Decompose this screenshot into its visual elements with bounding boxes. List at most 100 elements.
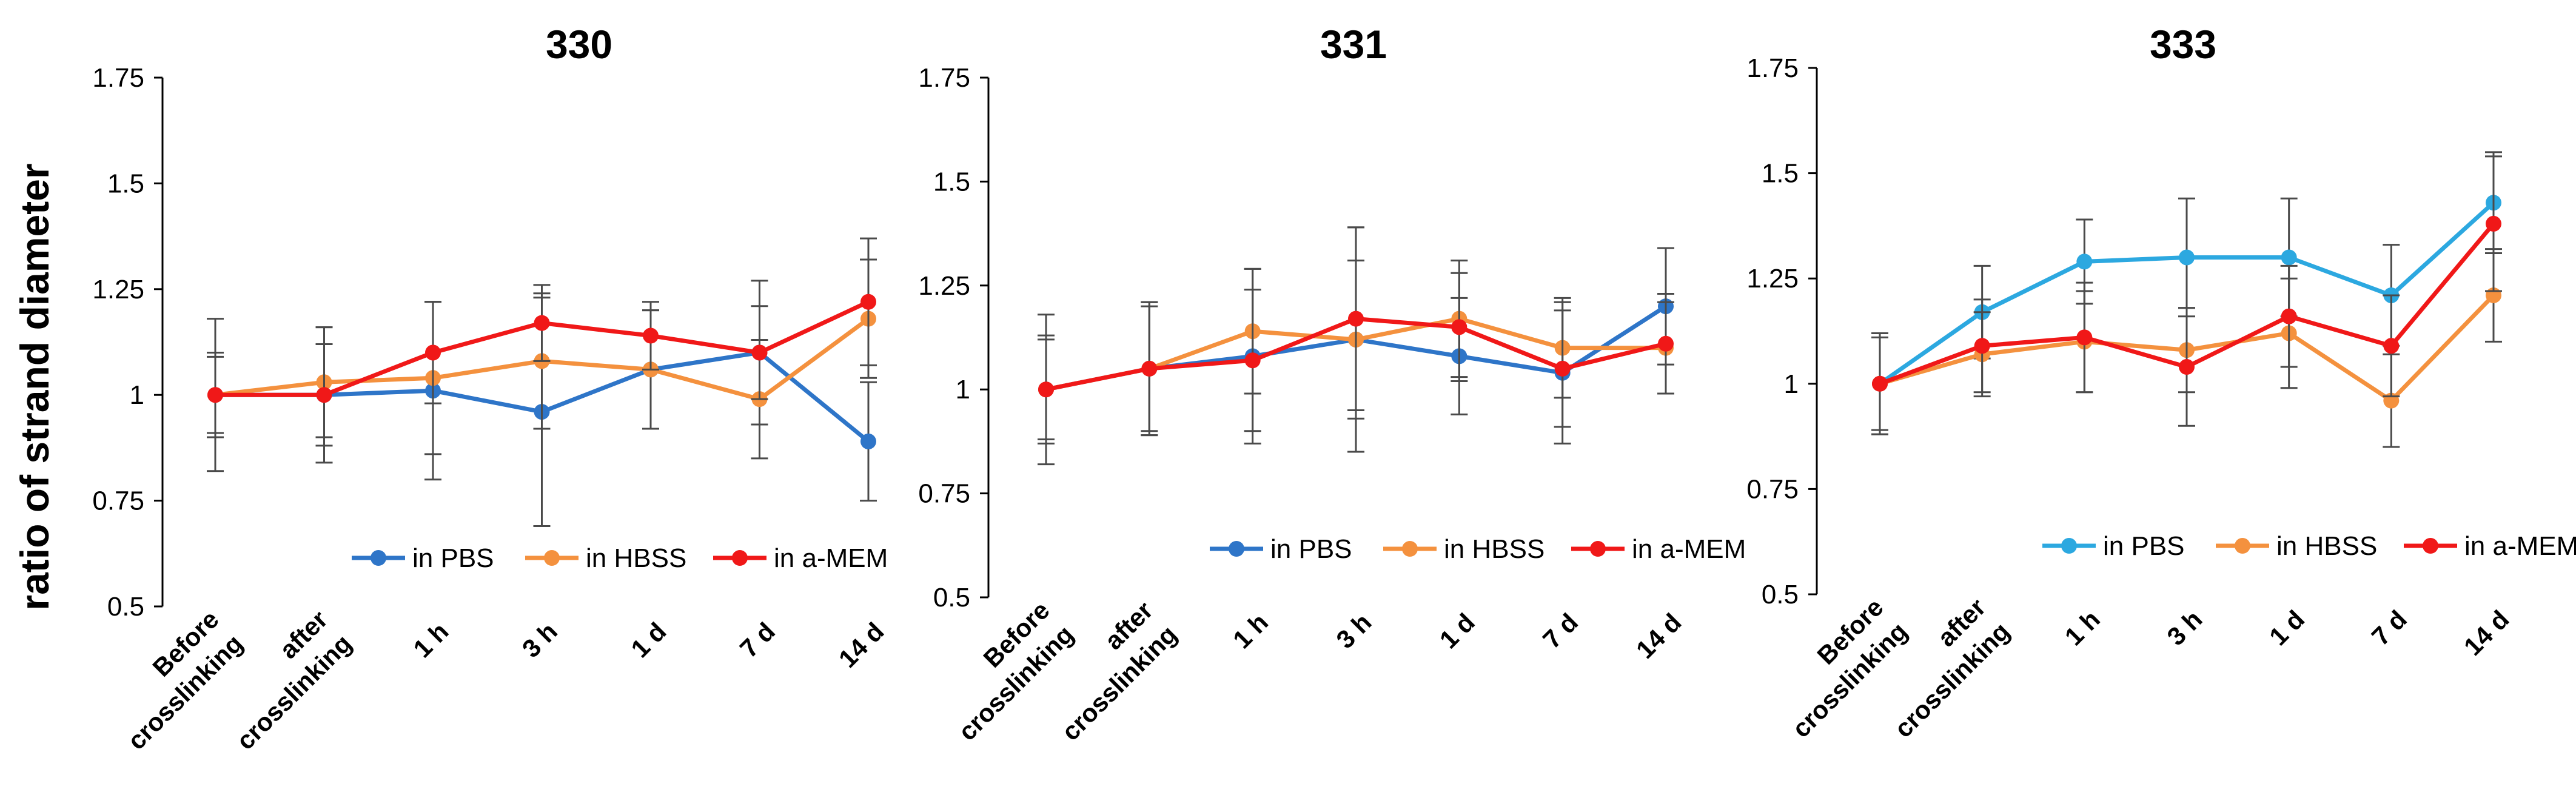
data-point <box>1974 338 1990 354</box>
x-tick-label: aftercrosslinking <box>1865 592 2015 743</box>
x-tick-label: Beforecrosslinking <box>1763 592 1913 743</box>
y-tick-label: 1.5 <box>933 167 970 196</box>
y-tick-label: 1.5 <box>107 169 144 198</box>
legend-label: in a-MEM <box>2464 531 2576 561</box>
chart-title: 333 <box>2150 22 2216 67</box>
x-tick-label: 1 d <box>2264 605 2310 651</box>
y-tick-label: 0.5 <box>933 583 970 612</box>
x-tick-label: 7 d <box>2366 605 2412 651</box>
y-tick-label: 0.5 <box>1762 580 1799 609</box>
data-point <box>643 327 659 344</box>
x-tick-label: 1 h <box>1227 608 1273 654</box>
data-point <box>860 294 876 310</box>
x-tick-label: 3 h <box>2161 605 2207 651</box>
legend-item: in a-MEM <box>2404 531 2576 561</box>
x-tick-label: 3 h <box>1330 608 1377 654</box>
x-tick-label: 7 d <box>734 617 780 663</box>
legend-label: in PBS <box>412 543 494 573</box>
series-in-a-mem <box>207 237 877 447</box>
legend-item: in HBSS <box>1383 534 1545 564</box>
y-tick-label: 1.5 <box>1762 159 1799 189</box>
legend-swatch-marker <box>732 550 748 566</box>
chart-title: 331 <box>1320 22 1387 67</box>
legend-swatch-marker <box>2423 538 2438 554</box>
legend: in PBS in HBSS in a-MEM <box>2042 531 2576 561</box>
data-point <box>751 344 768 361</box>
y-tick-label: 1.75 <box>92 63 144 93</box>
y-tick-label: 1.75 <box>1746 53 1799 83</box>
legend-swatch-marker <box>1402 541 1418 557</box>
legend-item: in PBS <box>1210 534 1352 564</box>
chart-panel-333: 333 0.5 0.75 1 1.25 1.5 1.75 Beforecrosslinking… <box>1746 22 2576 743</box>
legend-swatch-marker <box>2061 538 2077 554</box>
chart-panel-331: 331 0.5 0.75 1 1.25 1.5 1.75 Beforecrosslinking… <box>918 22 1746 746</box>
legend-label: in HBSS <box>586 543 686 573</box>
legend-label: in PBS <box>1270 534 1352 564</box>
y-tick-label: 0.75 <box>918 479 970 509</box>
series-in-a-mem <box>1871 155 2502 435</box>
legend-item: in a-MEM <box>1571 534 1746 564</box>
data-point <box>1348 310 1364 327</box>
data-point <box>2383 338 2400 354</box>
data-point <box>1658 335 1674 352</box>
data-point <box>2076 253 2093 270</box>
x-tick-label: 3 h <box>517 617 563 663</box>
legend-label: in PBS <box>2103 531 2185 561</box>
data-point <box>534 315 550 331</box>
legend-item: in a-MEM <box>713 543 888 573</box>
x-tick-label: Beforecrosslinking <box>98 605 249 755</box>
data-point <box>2281 249 2297 266</box>
data-point <box>2486 215 2501 232</box>
legend-swatch-marker <box>371 550 386 566</box>
chart-title: 330 <box>546 22 612 67</box>
legend-swatch-marker <box>2235 538 2250 554</box>
data-point <box>207 387 223 403</box>
data-point <box>2179 249 2195 266</box>
data-point <box>860 433 876 449</box>
legend-item: in HBSS <box>525 543 686 573</box>
y-tick-label: 0.5 <box>107 592 144 622</box>
y-tick-label: 1.25 <box>918 271 970 301</box>
series-in-a-mem <box>1038 226 1674 445</box>
legend-item: in PBS <box>2042 531 2185 561</box>
data-point <box>1141 360 1158 377</box>
data-point <box>1038 381 1054 398</box>
chart-panel-330: 330 0.5 0.75 1 1.25 1.5 1.75 Beforecrosslinking… <box>92 22 889 755</box>
x-tick-label: 14 d <box>2458 605 2515 661</box>
y-axis-label: ratio of strand diameter <box>12 163 57 610</box>
data-point <box>2281 308 2297 324</box>
x-tick-label: 14 d <box>1631 608 1687 664</box>
legend-item: in HBSS <box>2216 531 2377 561</box>
legend: in PBS in HBSS in a-MEM <box>352 543 888 573</box>
y-tick-label: 1.25 <box>92 275 144 304</box>
y-tick-label: 1 <box>1784 369 1799 399</box>
x-tick-label: 14 d <box>833 617 890 673</box>
legend-label: in HBSS <box>2276 531 2377 561</box>
x-tick-label: 7 d <box>1537 608 1583 654</box>
x-tick-label: 1 d <box>1434 608 1480 654</box>
x-tick-label: 1 h <box>2059 605 2105 651</box>
y-tick-label: 1 <box>130 380 144 410</box>
data-point <box>316 387 332 403</box>
data-point <box>1244 352 1261 369</box>
data-point <box>2179 359 2195 375</box>
legend-item: in PBS <box>352 543 494 573</box>
y-tick-label: 0.75 <box>92 486 144 516</box>
data-point <box>425 344 441 361</box>
x-tick-label: Beforecrosslinking <box>929 596 1079 746</box>
data-point <box>2076 329 2093 346</box>
x-tick-label: aftercrosslinking <box>207 605 357 755</box>
legend-label: in a-MEM <box>1632 534 1746 564</box>
legend-label: in HBSS <box>1444 534 1545 564</box>
legend-label: in a-MEM <box>774 543 888 573</box>
legend: in PBS in HBSS in a-MEM <box>1210 534 1746 564</box>
y-tick-label: 1 <box>956 375 970 404</box>
x-tick-label: 1 h <box>408 617 454 663</box>
legend-swatch-marker <box>544 550 560 566</box>
legend-swatch-marker <box>1229 541 1244 557</box>
data-point <box>1872 375 1888 392</box>
data-point <box>1554 360 1571 377</box>
x-tick-label: 1 d <box>625 617 671 663</box>
legend-swatch-marker <box>1590 541 1606 557</box>
